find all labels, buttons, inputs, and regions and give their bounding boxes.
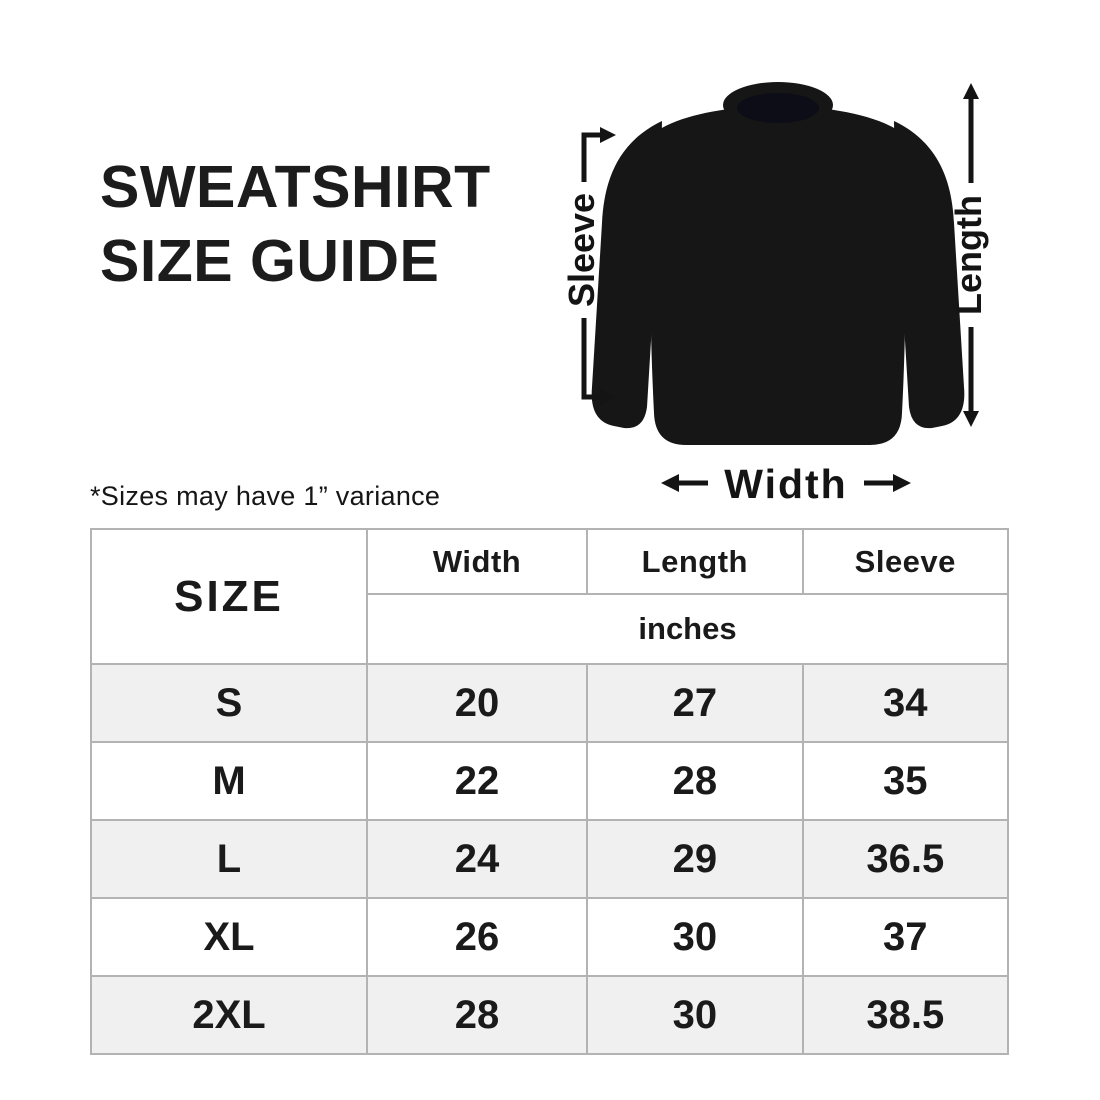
sleeve-measure-arrow	[581, 132, 602, 400]
size-cell: S	[89, 663, 369, 743]
sweatshirt-diagram-svg: Sleeve Length Width	[561, 82, 989, 507]
length-column-header: Length	[586, 528, 804, 595]
width-arrowhead-left	[661, 474, 679, 492]
size-cell: L	[89, 819, 369, 899]
sweatshirt-measurement-diagram: Sleeve Length Width	[556, 50, 1026, 515]
length-cell: 27	[586, 663, 804, 743]
width-arrowhead-right	[893, 474, 911, 492]
width-cell: 22	[366, 741, 589, 821]
size-cell: M	[89, 741, 369, 821]
width-cell: 20	[366, 663, 589, 743]
sleeve-cell: 38.5	[801, 975, 1010, 1055]
sleeve-arrowhead-top	[600, 127, 616, 143]
width-cell: 24	[366, 819, 589, 899]
width-label: Width	[724, 461, 847, 507]
table-header-row: SIZE Width Length Sleeve	[89, 528, 1010, 665]
size-column-header: SIZE	[89, 528, 369, 665]
length-label: Length	[948, 195, 989, 315]
sweatshirt-icon	[591, 82, 965, 445]
unit-header: inches	[366, 593, 1009, 665]
length-cell: 28	[586, 741, 804, 821]
table-row-l: L 24 29 36.5	[89, 819, 1010, 899]
size-cell: 2XL	[89, 975, 369, 1055]
sleeve-cell: 34	[801, 663, 1010, 743]
title-line-2: SIZE GUIDE	[100, 228, 440, 294]
table-row-xl: XL 26 30 37	[89, 897, 1010, 977]
page-title: SWEATSHIRT SIZE GUIDE	[100, 150, 491, 298]
table-row-2xl: 2XL 28 30 38.5	[89, 975, 1010, 1055]
sleeve-column-header: Sleeve	[801, 528, 1010, 595]
variance-note: *Sizes may have 1” variance	[90, 481, 441, 511]
sleeve-label: Sleeve	[561, 193, 602, 307]
length-arrowhead-bottom	[963, 411, 979, 427]
sleeve-cell: 37	[801, 897, 1010, 977]
sleeve-cell: 36.5	[801, 819, 1010, 899]
sleeve-cell: 35	[801, 741, 1010, 821]
sleeve-arrowhead-bottom	[600, 389, 616, 405]
length-arrowhead-top	[963, 83, 979, 99]
length-cell: 30	[586, 897, 804, 977]
size-cell: XL	[89, 897, 369, 977]
length-cell: 29	[586, 819, 804, 899]
table-unit-row: inches	[91, 593, 1009, 665]
width-column-header: Width	[366, 528, 589, 595]
size-chart-table: SIZE Width Length Sleeve inches S 20 27 …	[89, 528, 1010, 1055]
width-cell: 28	[366, 975, 589, 1055]
table-row-m: M 22 28 35	[89, 741, 1010, 821]
title-line-1: SWEATSHIRT	[100, 154, 491, 220]
length-cell: 30	[586, 975, 804, 1055]
width-cell: 26	[366, 897, 589, 977]
table-row-s: S 20 27 34	[89, 663, 1010, 743]
